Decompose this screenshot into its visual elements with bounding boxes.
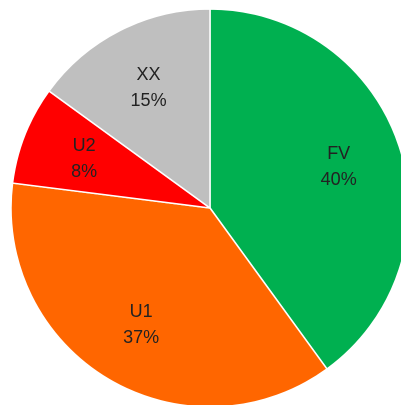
- slice-label: XX: [137, 64, 161, 84]
- value-label: 37%: [123, 327, 159, 347]
- value-label: 15%: [131, 90, 167, 110]
- pie-slice: [10, 182, 329, 405]
- slice-label: U2: [73, 135, 96, 155]
- value-label: 8%: [71, 161, 97, 181]
- slice-label: FV: [327, 143, 350, 163]
- value-label: 40%: [321, 169, 357, 189]
- pie-slice: [47, 8, 211, 210]
- pie-slice: [209, 8, 401, 371]
- slice-label: U1: [130, 301, 153, 321]
- pie-slice: [11, 89, 211, 209]
